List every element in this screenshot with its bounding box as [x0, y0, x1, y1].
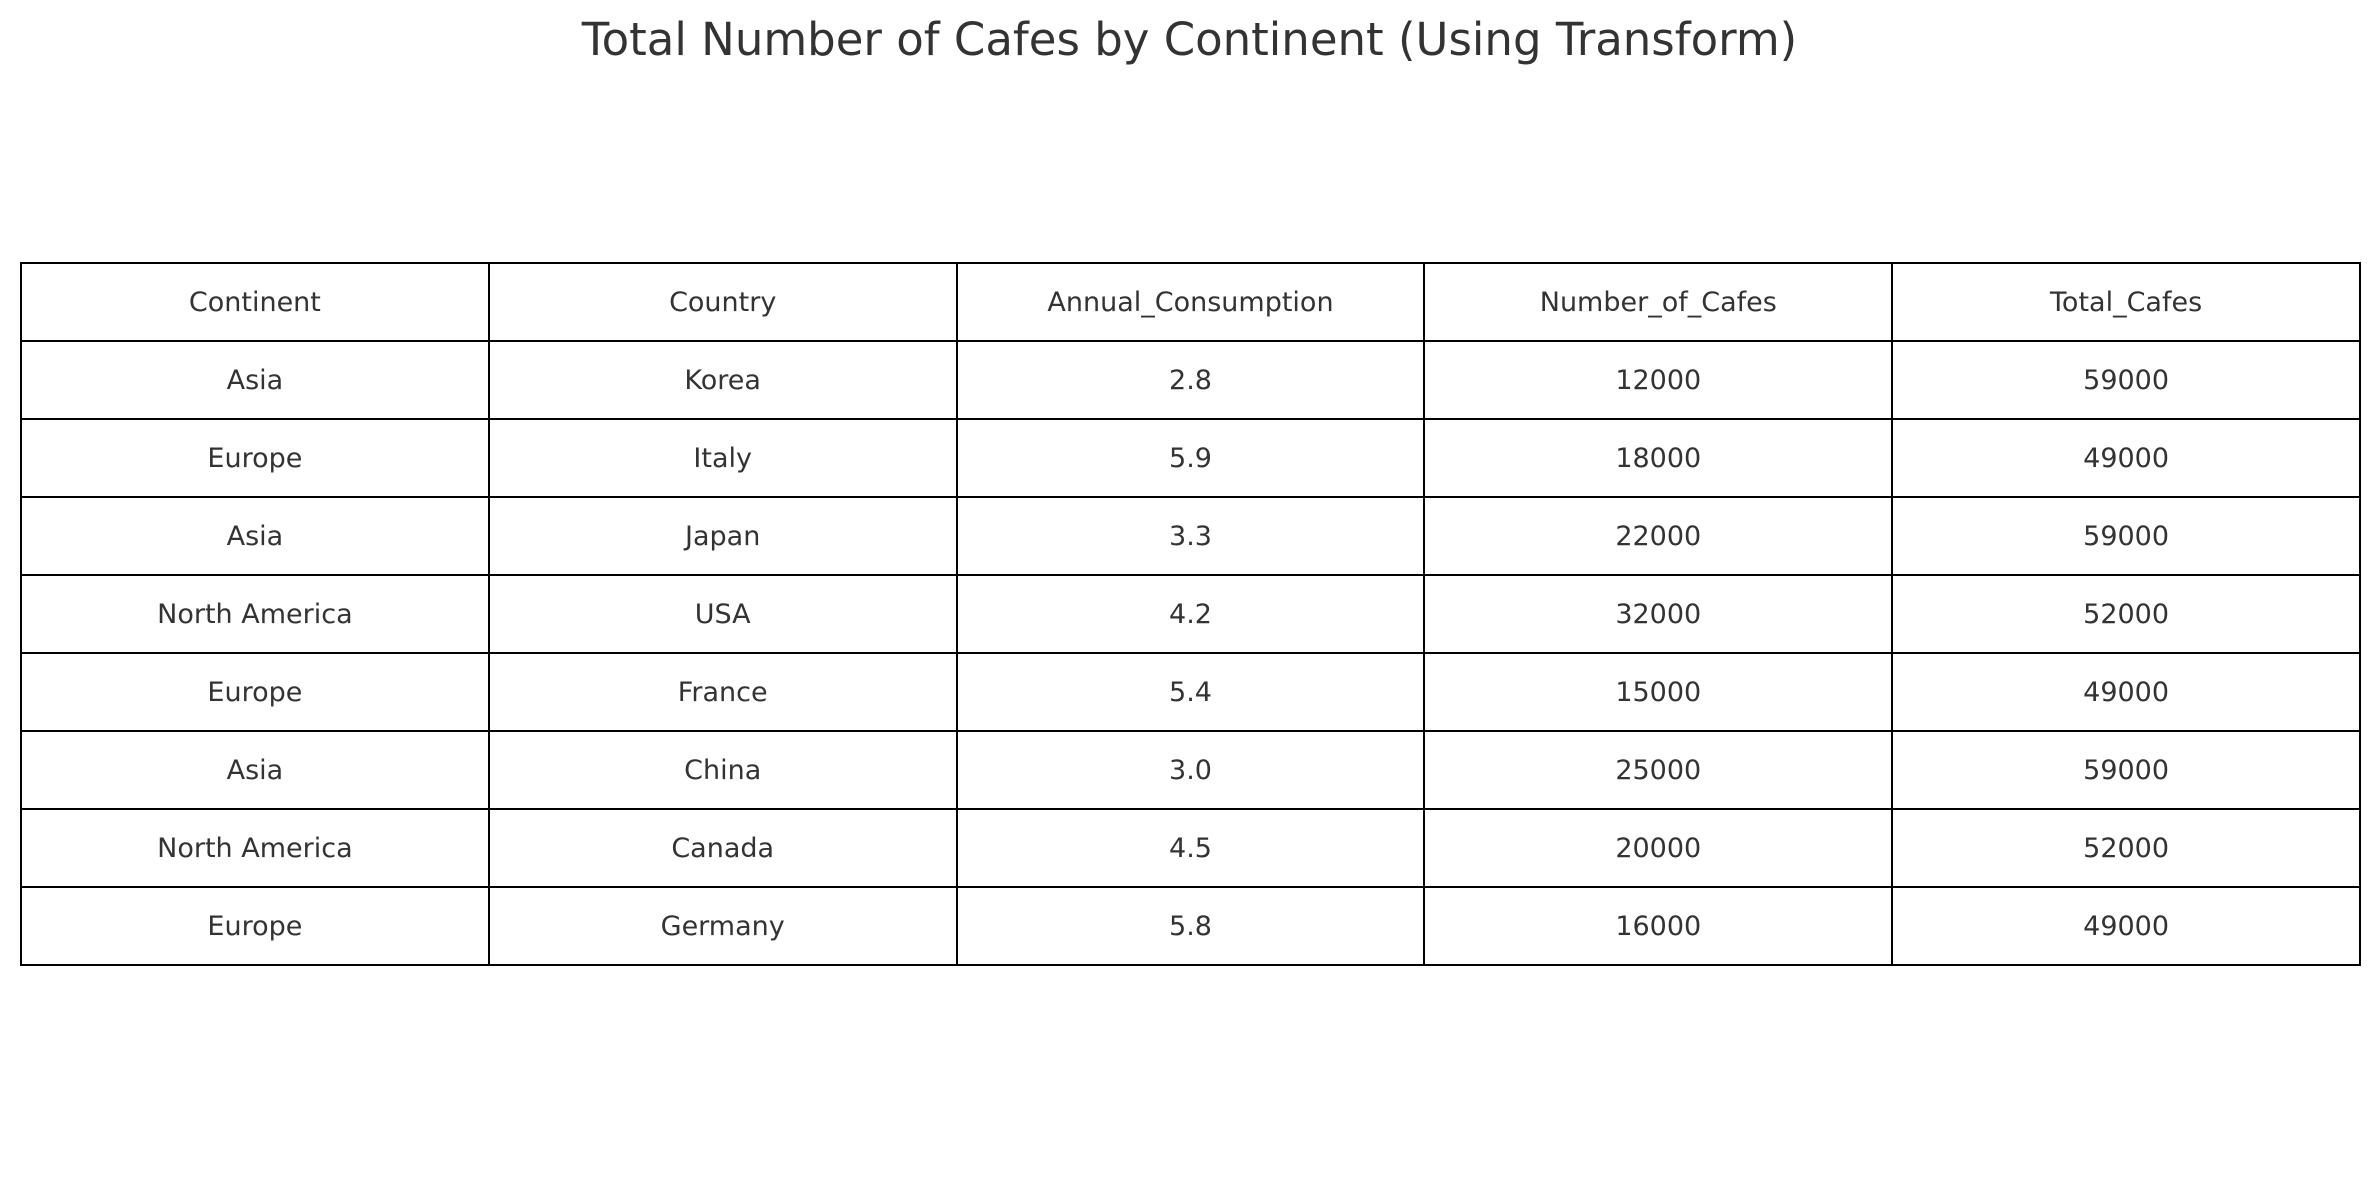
column-header: Number_of_Cafes — [1423, 262, 1894, 342]
table-cell: 18000 — [1423, 418, 1894, 498]
table-row: North America USA 4.2 32000 52000 — [20, 574, 2361, 654]
table-row: Europe Germany 5.8 16000 49000 — [20, 886, 2361, 966]
table-cell: 4.2 — [955, 574, 1426, 654]
table-cell: USA — [487, 574, 958, 654]
table-cell: 16000 — [1423, 886, 1894, 966]
table-cell: Asia — [20, 730, 490, 810]
table-cell: 20000 — [1423, 808, 1894, 888]
table-body: Asia Korea 2.8 12000 59000 Europe Italy 5.9 1800… — [20, 340, 2361, 966]
table-cell: North America — [20, 574, 490, 654]
table-cell: Asia — [20, 340, 490, 420]
chart-title: Total Number of Cafes by Continent (Usin… — [581, 13, 1798, 66]
table-header: Continent Country Annual_Consumption Number… — [20, 262, 2361, 342]
table-cell: 22000 — [1423, 496, 1894, 576]
table-cell: 15000 — [1423, 652, 1894, 732]
table-row: Europe Italy 5.9 18000 49000 — [20, 418, 2361, 498]
table-row: Asia China 3.0 25000 59000 — [20, 730, 2361, 810]
table-row: North America Canada 4.5 20000 52000 — [20, 808, 2361, 888]
table-cell: Europe — [20, 652, 490, 732]
table-row: Europe France 5.4 15000 49000 — [20, 652, 2361, 732]
table-cell: Asia — [20, 496, 490, 576]
table-cell: 32000 — [1423, 574, 1894, 654]
column-header: Total_Cafes — [1891, 262, 2361, 342]
table-cell: 5.8 — [955, 886, 1426, 966]
table-cell: 52000 — [1891, 808, 2361, 888]
table-cell: 49000 — [1891, 886, 2361, 966]
table-cell: 49000 — [1891, 418, 2361, 498]
table-cell: France — [487, 652, 958, 732]
table-cell: Germany — [487, 886, 958, 966]
data-table: Continent Country Annual_Consumption Number… — [20, 262, 2361, 966]
table-cell: 4.5 — [955, 808, 1426, 888]
table-container: Continent Country Annual_Consumption Number… — [20, 262, 2361, 966]
table-cell: 5.4 — [955, 652, 1426, 732]
table-cell: 59000 — [1891, 730, 2361, 810]
table-cell: 52000 — [1891, 574, 2361, 654]
table-cell: 3.3 — [955, 496, 1426, 576]
table-row: Asia Japan 3.3 22000 59000 — [20, 496, 2361, 576]
table-cell: Europe — [20, 886, 490, 966]
table-cell: 12000 — [1423, 340, 1894, 420]
column-header: Country — [487, 262, 958, 342]
table-cell: 25000 — [1423, 730, 1894, 810]
table-cell: 59000 — [1891, 496, 2361, 576]
table-cell: Europe — [20, 418, 490, 498]
table-cell: Canada — [487, 808, 958, 888]
table-cell: North America — [20, 808, 490, 888]
table-cell: 49000 — [1891, 652, 2361, 732]
table-cell: 5.9 — [955, 418, 1426, 498]
table-cell: 3.0 — [955, 730, 1426, 810]
column-header: Continent — [20, 262, 490, 342]
table-cell: 2.8 — [955, 340, 1426, 420]
table-cell: Japan — [487, 496, 958, 576]
table-cell: 59000 — [1891, 340, 2361, 420]
column-header: Annual_Consumption — [955, 262, 1426, 342]
table-cell: Korea — [487, 340, 958, 420]
header-row: Continent Country Annual_Consumption Number… — [20, 262, 2361, 342]
table-row: Asia Korea 2.8 12000 59000 — [20, 340, 2361, 420]
table-cell: Italy — [487, 418, 958, 498]
table-cell: China — [487, 730, 958, 810]
